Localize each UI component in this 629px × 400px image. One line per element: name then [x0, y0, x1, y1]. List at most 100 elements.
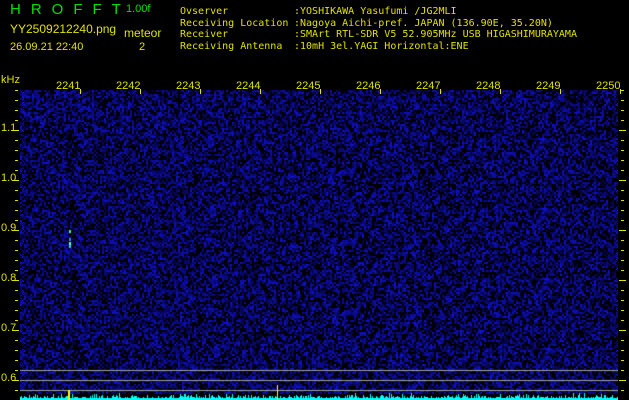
axis-tick — [15, 150, 18, 151]
info-row: Receiving Location:Nagoya Aichi-pref. JA… — [180, 17, 553, 29]
axis-tick — [621, 320, 624, 321]
axis-tick — [15, 370, 18, 371]
axis-tick — [619, 230, 626, 231]
axis-tick — [619, 380, 626, 381]
axis-tick — [621, 110, 624, 111]
axis-tick — [621, 140, 624, 141]
axis-tick — [12, 330, 19, 331]
y-tick-label: 0.9 — [1, 222, 17, 234]
axis-tick — [621, 100, 624, 101]
x-tick-label: 2242 — [116, 80, 141, 92]
x-tick-label: 2241 — [56, 80, 81, 92]
axis-tick — [619, 180, 626, 181]
axis-tick — [619, 280, 626, 281]
axis-tick — [619, 130, 626, 131]
x-tick-label: 2243 — [176, 80, 201, 92]
axis-tick — [15, 300, 18, 301]
axis-tick — [621, 150, 624, 151]
x-tick-mark — [320, 89, 321, 94]
x-tick-mark — [620, 89, 621, 94]
axis-tick — [15, 200, 18, 201]
axis-tick — [619, 330, 626, 331]
x-tick-label: 2250 — [596, 80, 621, 92]
x-tick-mark — [200, 89, 201, 94]
x-tick-label: 2244 — [236, 80, 261, 92]
axis-tick — [15, 220, 18, 221]
y-tick-label: 1.1 — [1, 122, 17, 134]
axis-tick — [621, 90, 624, 91]
info-row: Receiver:SMArt RTL-SDR V5 52.905MHz USB … — [180, 29, 577, 40]
info-row: Ovserver:YOSHIKAWA Yasufumi /JG2MLI — [180, 6, 457, 17]
axis-tick — [621, 160, 624, 161]
axis-tick — [12, 180, 19, 181]
y-tick-label: 0.6 — [1, 372, 17, 384]
axis-tick — [621, 240, 624, 241]
axis-tick — [15, 190, 18, 191]
axis-tick — [621, 250, 624, 251]
station-info: Ovserver:YOSHIKAWA Yasufumi /JG2MLI Recei… — [180, 6, 577, 52]
y-tick-label: 0.7 — [1, 322, 17, 334]
app-title: HROFFT — [10, 1, 131, 18]
x-tick-mark — [140, 89, 141, 94]
info-row: Receiving Antenna:10mH 3el.YAGI Horizont… — [180, 40, 469, 52]
axis-tick — [15, 320, 18, 321]
axis-tick — [15, 340, 18, 341]
datetime-label: 26.09.21 22:40 — [10, 41, 84, 53]
x-tick-mark — [380, 89, 381, 94]
axis-tick — [15, 250, 18, 251]
axis-tick — [12, 230, 19, 231]
axis-tick — [621, 270, 624, 271]
axis-tick — [621, 260, 624, 261]
y-tick-label: 1.0 — [1, 172, 17, 184]
x-tick-label: 2249 — [536, 80, 561, 92]
axis-tick — [15, 240, 18, 241]
axis-tick — [15, 270, 18, 271]
axis-tick — [15, 110, 18, 111]
axis-tick — [12, 130, 19, 131]
axis-tick — [621, 190, 624, 191]
axis-tick — [15, 120, 18, 121]
axis-tick — [621, 360, 624, 361]
x-tick-label: 2246 — [356, 80, 381, 92]
axis-tick — [15, 260, 18, 261]
axis-tick — [621, 350, 624, 351]
axis-tick — [621, 210, 624, 211]
axis-tick — [15, 170, 18, 171]
x-tick-mark — [260, 89, 261, 94]
axis-tick — [621, 120, 624, 121]
axis-tick — [621, 310, 624, 311]
axis-tick — [621, 290, 624, 291]
axis-tick — [15, 90, 18, 91]
x-tick-label: 2247 — [416, 80, 441, 92]
x-tick-label: 2248 — [476, 80, 501, 92]
y-unit-label: kHz — [1, 74, 20, 86]
version-label: 1.00f — [126, 3, 151, 15]
axis-tick — [621, 220, 624, 221]
axis-tick — [15, 210, 18, 211]
mode-label: meteor — [124, 26, 162, 40]
x-tick-mark — [560, 89, 561, 94]
axis-tick — [15, 290, 18, 291]
axis-tick — [15, 390, 18, 391]
axis-tick — [15, 310, 18, 311]
axis-tick — [621, 340, 624, 341]
axis-tick — [12, 280, 19, 281]
spectrogram — [20, 80, 618, 400]
axis-tick — [621, 170, 624, 171]
x-tick-mark — [80, 89, 81, 94]
axis-tick — [15, 100, 18, 101]
x-tick-label: 2245 — [296, 80, 321, 92]
filename-label: YY2509212240.png — [10, 22, 117, 36]
axis-tick — [621, 370, 624, 371]
meteor-count: 2 — [139, 41, 146, 53]
y-tick-label: 0.8 — [1, 272, 17, 284]
axis-tick — [621, 300, 624, 301]
x-tick-mark — [440, 89, 441, 94]
axis-tick — [15, 350, 18, 351]
axis-tick — [15, 160, 18, 161]
axis-tick — [621, 200, 624, 201]
axis-tick — [15, 360, 18, 361]
axis-tick — [15, 140, 18, 141]
axis-tick — [12, 380, 19, 381]
axis-tick — [621, 390, 624, 391]
